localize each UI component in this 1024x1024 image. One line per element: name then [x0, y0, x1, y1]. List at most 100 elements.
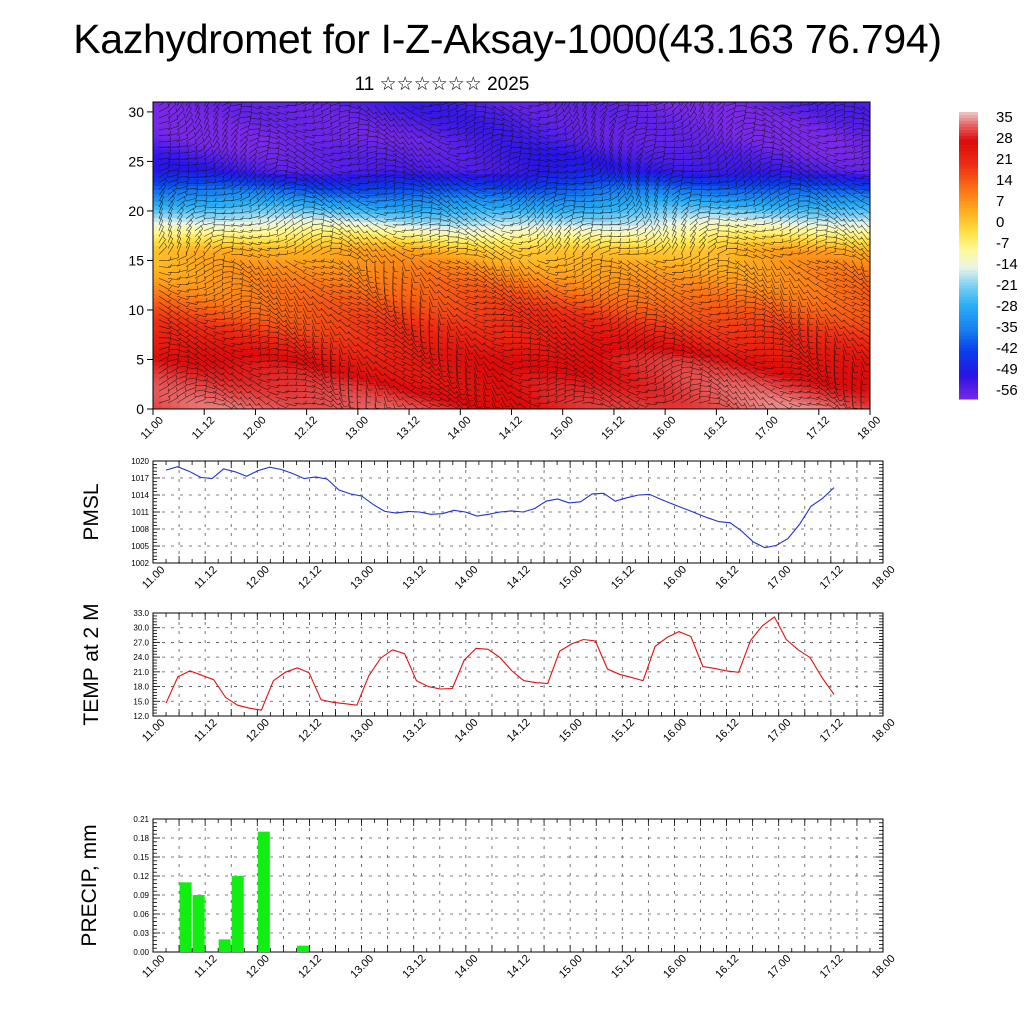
heatmap-cell [585, 310, 595, 315]
heatmap-cell [243, 406, 253, 409]
heatmap-cell [720, 258, 730, 263]
heatmap-cell [495, 378, 505, 383]
heatmap-cell [369, 294, 379, 299]
heatmap-cell [198, 302, 208, 307]
heatmap-cell [576, 258, 586, 263]
heatmap-cell [360, 350, 370, 355]
heatmap-cell [540, 186, 550, 191]
heatmap-cell [261, 130, 271, 135]
heatmap-cell [729, 210, 739, 215]
heatmap-cell [360, 298, 370, 303]
heatmap-cell [378, 130, 388, 135]
heatmap-cell [477, 102, 487, 107]
heatmap-cell [324, 258, 334, 263]
heatmap-cell [387, 226, 397, 231]
heatmap-cell [387, 370, 397, 375]
heatmap-cell [243, 378, 253, 383]
heatmap-cell [189, 102, 199, 107]
heatmap-cell [387, 154, 397, 159]
heatmap-cell [522, 146, 532, 151]
heatmap-cell [252, 262, 262, 267]
heatmap-cell [567, 250, 577, 255]
heatmap-cell [486, 194, 496, 199]
heatmap-cell [729, 186, 739, 191]
heatmap-cell [684, 402, 694, 407]
heatmap-cell [594, 298, 604, 303]
heatmap-cell [702, 202, 712, 207]
heatmap-cell [252, 338, 262, 343]
heatmap-cell [693, 294, 703, 299]
heatmap-cell [729, 214, 739, 219]
heatmap-cell [207, 110, 217, 115]
heatmap-cell [351, 222, 361, 227]
heatmap-cell [486, 390, 496, 395]
heatmap-cell [324, 202, 334, 207]
heatmap-cell [585, 230, 595, 235]
heatmap-cell [513, 354, 523, 359]
heatmap-cell [729, 134, 739, 139]
heatmap-cell [441, 390, 451, 395]
heatmap-cell [396, 126, 406, 131]
heatmap-cell [198, 202, 208, 207]
heatmap-cell [162, 190, 172, 195]
heatmap-cell [297, 406, 307, 409]
heatmap-cell [468, 174, 478, 179]
heatmap-cell [234, 382, 244, 387]
heatmap-cell [171, 266, 181, 271]
heatmap-cell [531, 178, 541, 183]
heatmap-cell [504, 254, 514, 259]
heatmap-cell [360, 238, 370, 243]
heatmap-cell [198, 274, 208, 279]
heatmap-cell [486, 322, 496, 327]
heatmap-cell [387, 350, 397, 355]
heatmap-cell [558, 354, 568, 359]
heatmap-cell [162, 198, 172, 203]
heatmap-cell [459, 166, 469, 171]
heatmap-cell [603, 170, 613, 175]
heatmap-cell [441, 342, 451, 347]
heatmap-cell [603, 110, 613, 115]
heatmap-cell [459, 250, 469, 255]
heatmap-cell [297, 146, 307, 151]
heatmap-cell [693, 258, 703, 263]
heatmap-cell [324, 162, 334, 167]
heatmap-cell [261, 262, 271, 267]
heatmap-cell [585, 198, 595, 203]
heatmap-cell [252, 162, 262, 167]
heatmap-cell [603, 286, 613, 291]
heatmap-cell [423, 130, 433, 135]
heatmap-cell [711, 298, 721, 303]
heatmap-cell [657, 402, 667, 407]
heatmap-cell [243, 238, 253, 243]
heatmap-cell [180, 370, 190, 375]
heatmap-cell [261, 210, 271, 215]
heatmap-cell [216, 222, 226, 227]
heatmap-cell [216, 266, 226, 271]
heatmap-cell [495, 402, 505, 407]
heatmap-cell [522, 270, 532, 275]
heatmap-cell [369, 322, 379, 327]
heatmap-cell [252, 382, 262, 387]
heatmap-cell [216, 286, 226, 291]
heatmap-cell [270, 366, 280, 371]
heatmap-cell [351, 202, 361, 207]
heatmap-cell [234, 322, 244, 327]
heatmap-cell [522, 358, 532, 363]
heatmap-cell [315, 110, 325, 115]
heatmap-cell [360, 278, 370, 283]
heatmap-cell [513, 182, 523, 187]
heatmap-cell [270, 286, 280, 291]
heatmap-cell [693, 146, 703, 151]
heatmap-cell [603, 222, 613, 227]
heatmap-cell [387, 362, 397, 367]
heatmap-cell [531, 134, 541, 139]
heatmap-cell [216, 370, 226, 375]
heatmap-cell [684, 222, 694, 227]
heatmap-cell [252, 274, 262, 279]
heatmap-cell [396, 250, 406, 255]
heatmap-cell [342, 326, 352, 331]
heatmap-cell [576, 298, 586, 303]
heatmap-cell [306, 182, 316, 187]
heatmap-cell [198, 350, 208, 355]
heatmap-cell [342, 390, 352, 395]
